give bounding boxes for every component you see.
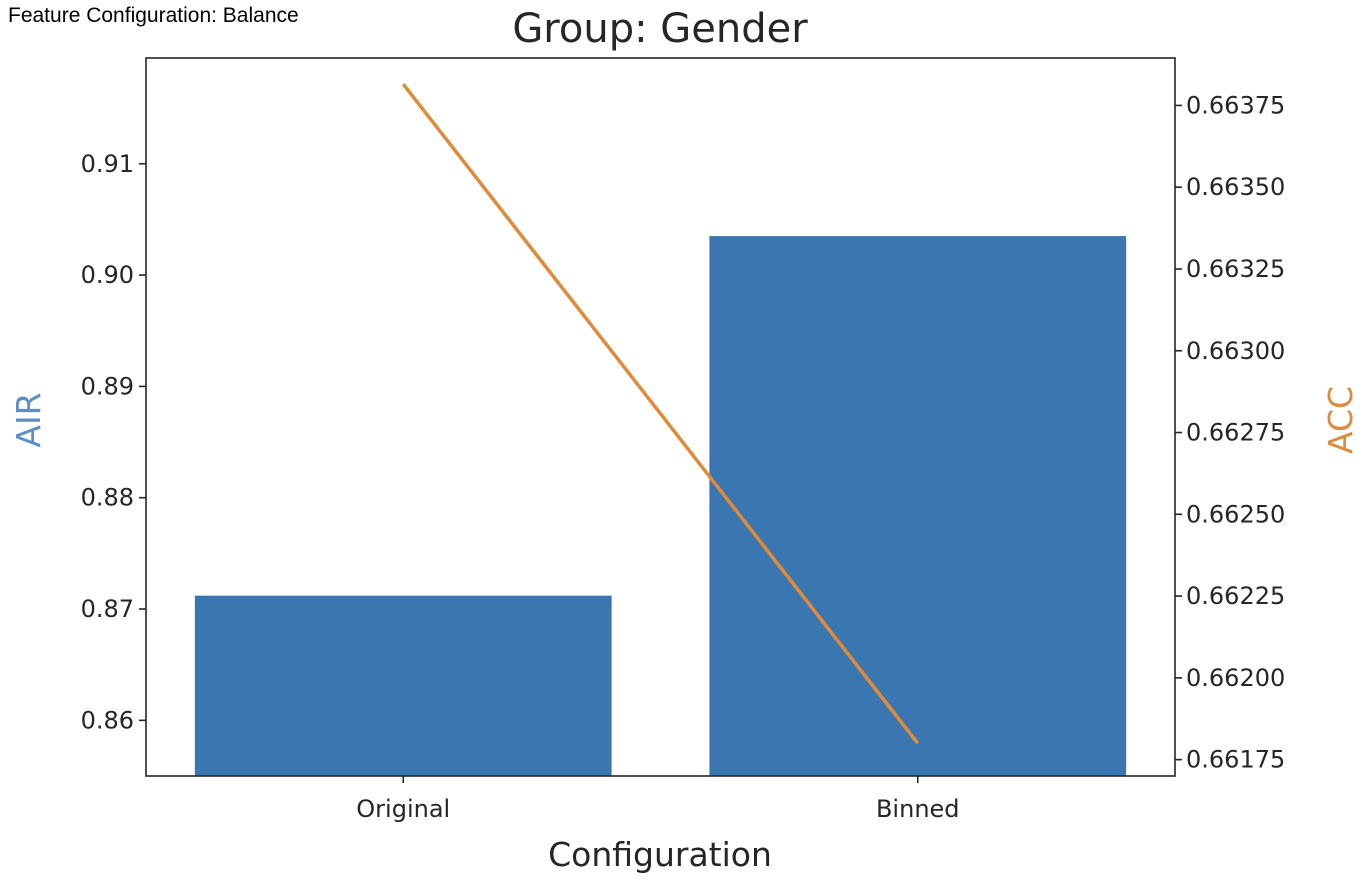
x-tick-label: Original [356, 795, 450, 823]
left-tick-label: 0.90 [81, 261, 134, 289]
left-tick-label: 0.91 [81, 150, 134, 178]
acc-line [401, 83, 920, 745]
left-tick-label: 0.88 [81, 484, 134, 512]
right-tick-label: 0.66250 [1186, 500, 1285, 528]
left-y-axis-label: AIR [9, 392, 48, 447]
bar-original [194, 595, 612, 776]
bar-layer [194, 236, 1127, 776]
right-tick-label: 0.66275 [1186, 419, 1285, 447]
line-layer [401, 83, 920, 745]
left-tick-label: 0.86 [81, 706, 134, 734]
right-tick-label: 0.66300 [1186, 337, 1285, 365]
left-tick-label: 0.87 [81, 595, 134, 623]
chart-title: Group: Gender [512, 6, 808, 52]
right-tick-label: 0.66225 [1186, 582, 1285, 610]
right-tick-label: 0.66175 [1186, 746, 1285, 774]
right-tick-label: 0.66375 [1186, 91, 1285, 119]
x-axis: Original Binned [356, 776, 960, 823]
x-axis-label: Configuration [548, 835, 772, 874]
right-tick-label: 0.66350 [1186, 173, 1285, 201]
left-tick-label: 0.89 [81, 372, 134, 400]
x-tick-label: Binned [876, 795, 960, 823]
right-y-axis: 0.66175 0.66200 0.66225 0.66250 0.66275 0.663… [1175, 91, 1285, 774]
plot-frame [145, 57, 1176, 777]
right-y-axis-label: ACC [1321, 386, 1360, 454]
bar-binned [709, 236, 1127, 776]
figure-caption: Feature Configuration: Balance [8, 4, 299, 27]
left-y-axis: 0.86 0.87 0.88 0.89 0.90 0.91 [81, 150, 146, 734]
right-tick-label: 0.66325 [1186, 255, 1285, 283]
right-tick-label: 0.66200 [1186, 664, 1285, 692]
